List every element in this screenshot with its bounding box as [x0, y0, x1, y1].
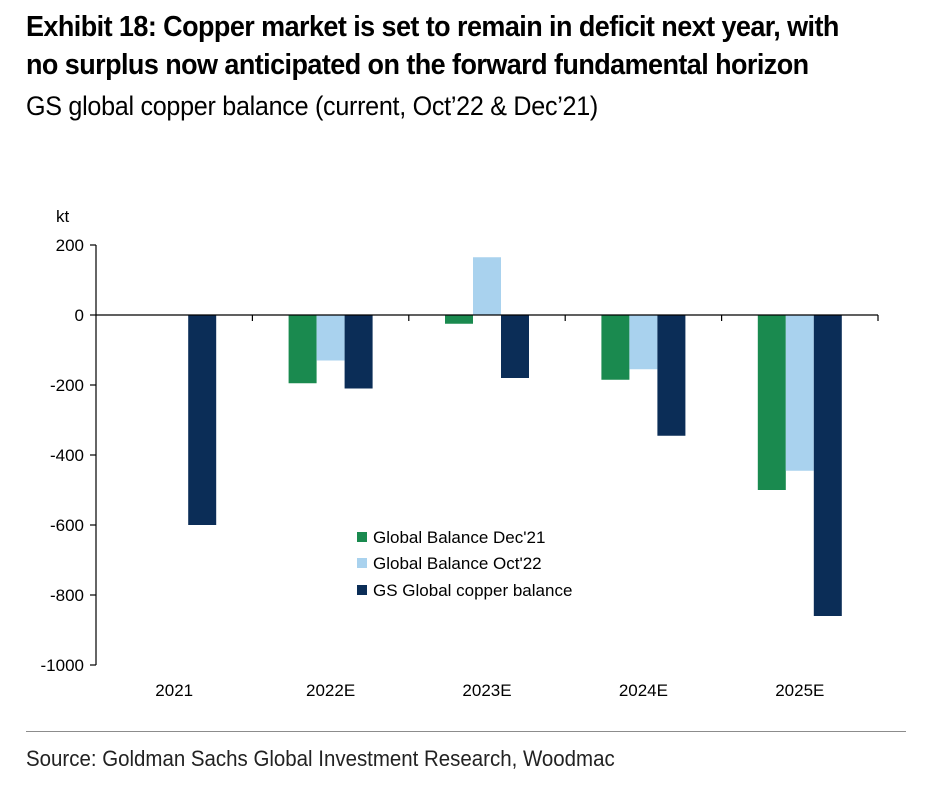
legend-swatch [357, 558, 367, 568]
y-tick-label: -600 [50, 516, 84, 535]
bar-gs-2024e [657, 315, 685, 436]
y-tick-label: -800 [50, 586, 84, 605]
y-tick-label: -400 [50, 446, 84, 465]
legend-label: Global Balance Dec'21 [373, 528, 545, 547]
legend-swatch [357, 585, 367, 595]
y-tick-label: 0 [75, 306, 84, 325]
footer-divider [26, 731, 906, 732]
x-tick-label: 2025E [775, 681, 824, 700]
bar-oct22-2025e [786, 315, 814, 471]
source-note: Source: Goldman Sachs Global Investment … [26, 745, 615, 773]
legend-label: GS Global copper balance [373, 581, 572, 600]
bar-dec21-2025e [758, 315, 786, 490]
bar-gs-2022e [345, 315, 373, 389]
x-tick-label: 2023E [462, 681, 511, 700]
y-axis-unit-label: kt [56, 207, 70, 226]
x-tick-label: 2022E [306, 681, 355, 700]
y-tick-label: -200 [50, 376, 84, 395]
bar-gs-2023e [501, 315, 529, 378]
bar-oct22-2022e [317, 315, 345, 361]
bar-oct22-2024e [629, 315, 657, 369]
x-tick-label: 2021 [155, 681, 193, 700]
bar-dec21-2023e [445, 315, 473, 324]
legend-label: Global Balance Oct'22 [373, 554, 542, 573]
y-tick-label: -1000 [41, 656, 84, 675]
y-tick-label: 200 [56, 236, 84, 255]
bar-gs-2025e [814, 315, 842, 616]
bar-gs-2021 [188, 315, 216, 525]
bar-oct22-2023e [473, 257, 501, 315]
bar-dec21-2022e [289, 315, 317, 383]
legend-swatch [357, 532, 367, 542]
bar-dec21-2024e [601, 315, 629, 380]
x-tick-label: 2024E [619, 681, 668, 700]
copper-balance-chart: kt 200 0 -200 -400 -600 -800 -1000 2021 2022E 2023… [0, 0, 925, 730]
